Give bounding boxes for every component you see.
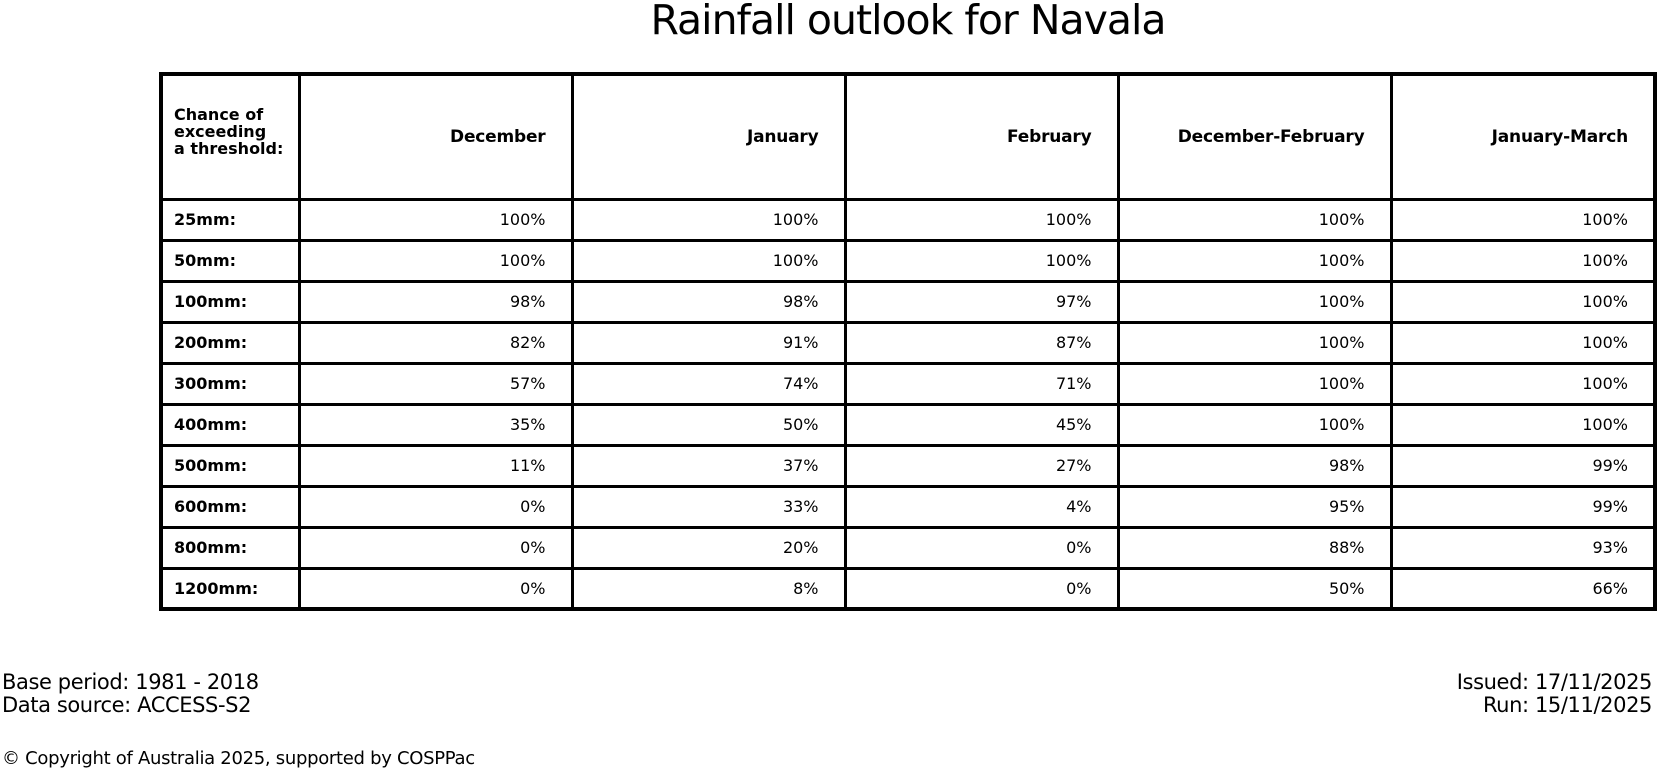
table-row: 1200mm: 0% 8% 0% 50% 66%	[159, 566, 1657, 611]
threshold-label: 400mm:	[159, 402, 301, 447]
value-cell: 71%	[843, 361, 1120, 406]
value-cell: 0%	[843, 566, 1120, 611]
value-cell: 100%	[1116, 320, 1393, 365]
table-row: 400mm: 35% 50% 45% 100% 100%	[159, 402, 1657, 447]
footer-right: Issued: 17/11/2025 Run: 15/11/2025	[1456, 670, 1653, 717]
value-cell: 0%	[297, 525, 574, 570]
value-cell: 100%	[570, 197, 847, 242]
corner-header: Chance of exceeding a threshold:	[159, 72, 301, 201]
value-cell: 20%	[570, 525, 847, 570]
footer-left: Base period: 1981 - 2018 Data source: AC…	[2, 671, 259, 717]
value-cell: 0%	[297, 484, 574, 529]
value-cell: 27%	[843, 443, 1120, 488]
value-cell: 100%	[1116, 197, 1393, 242]
table-row: 500mm: 11% 37% 27% 98% 99%	[159, 443, 1657, 488]
column-header-january: January	[570, 72, 847, 201]
value-cell: 93%	[1389, 525, 1657, 570]
rainfall-outlook-table: Chance of exceeding a threshold: Decembe…	[159, 72, 1657, 611]
value-cell: 50%	[1116, 566, 1393, 611]
value-cell: 0%	[843, 525, 1120, 570]
table-row: 25mm: 100% 100% 100% 100% 100%	[159, 197, 1657, 242]
value-cell: 35%	[297, 402, 574, 447]
value-cell: 37%	[570, 443, 847, 488]
table-row: 600mm: 0% 33% 4% 95% 99%	[159, 484, 1657, 529]
header-row: Chance of exceeding a threshold: Decembe…	[159, 72, 1657, 201]
value-cell: 100%	[1116, 238, 1393, 283]
value-cell: 87%	[843, 320, 1120, 365]
value-cell: 95%	[1116, 484, 1393, 529]
column-header-january-march: January-March	[1389, 72, 1657, 201]
threshold-label: 100mm:	[159, 279, 301, 324]
table-row: 50mm: 100% 100% 100% 100% 100%	[159, 238, 1657, 283]
value-cell: 100%	[1389, 238, 1657, 283]
value-cell: 0%	[297, 566, 574, 611]
value-cell: 100%	[1116, 361, 1393, 406]
value-cell: 100%	[297, 197, 574, 242]
column-header-december: December	[297, 72, 574, 201]
threshold-label: 25mm:	[159, 197, 301, 242]
column-header-december-february: December-February	[1116, 72, 1393, 201]
data-source-text: Data source: ACCESS-S2	[2, 693, 252, 717]
value-cell: 91%	[570, 320, 847, 365]
table-row: 300mm: 57% 74% 71% 100% 100%	[159, 361, 1657, 406]
value-cell: 100%	[843, 197, 1120, 242]
value-cell: 57%	[297, 361, 574, 406]
value-cell: 66%	[1389, 566, 1657, 611]
value-cell: 100%	[1116, 279, 1393, 324]
value-cell: 100%	[297, 238, 574, 283]
value-cell: 98%	[570, 279, 847, 324]
value-cell: 97%	[843, 279, 1120, 324]
value-cell: 99%	[1389, 484, 1657, 529]
issued-text: Issued: 17/11/2025	[1456, 670, 1653, 694]
column-header-february: February	[843, 72, 1120, 201]
value-cell: 98%	[297, 279, 574, 324]
value-cell: 100%	[1116, 402, 1393, 447]
threshold-label: 800mm:	[159, 525, 301, 570]
page-title: Rainfall outlook for Navala	[650, 0, 1166, 44]
value-cell: 100%	[570, 238, 847, 283]
threshold-label: 50mm:	[159, 238, 301, 283]
value-cell: 100%	[1389, 402, 1657, 447]
copyright-text: © Copyright of Australia 2025, supported…	[2, 748, 475, 769]
value-cell: 100%	[843, 238, 1120, 283]
value-cell: 45%	[843, 402, 1120, 447]
run-text: Run: 15/11/2025	[1482, 693, 1652, 717]
value-cell: 100%	[1389, 361, 1657, 406]
value-cell: 8%	[570, 566, 847, 611]
value-cell: 100%	[1389, 320, 1657, 365]
threshold-label: 600mm:	[159, 484, 301, 529]
value-cell: 82%	[297, 320, 574, 365]
value-cell: 88%	[1116, 525, 1393, 570]
value-cell: 100%	[1389, 197, 1657, 242]
value-cell: 4%	[843, 484, 1120, 529]
threshold-label: 500mm:	[159, 443, 301, 488]
value-cell: 74%	[570, 361, 847, 406]
table-body: 25mm: 100% 100% 100% 100% 100% 50mm: 100% 100% 10…	[159, 197, 1657, 611]
base-period-text: Base period: 1981 - 2018	[2, 670, 259, 694]
value-cell: 11%	[297, 443, 574, 488]
table-row: 800mm: 0% 20% 0% 88% 93%	[159, 525, 1657, 570]
value-cell: 33%	[570, 484, 847, 529]
threshold-label: 1200mm:	[159, 566, 301, 611]
value-cell: 100%	[1389, 279, 1657, 324]
table-row: 100mm: 98% 98% 97% 100% 100%	[159, 279, 1657, 324]
threshold-label: 300mm:	[159, 361, 301, 406]
threshold-label: 200mm:	[159, 320, 301, 365]
table-row: 200mm: 82% 91% 87% 100% 100%	[159, 320, 1657, 365]
value-cell: 50%	[570, 402, 847, 447]
value-cell: 99%	[1389, 443, 1657, 488]
value-cell: 98%	[1116, 443, 1393, 488]
